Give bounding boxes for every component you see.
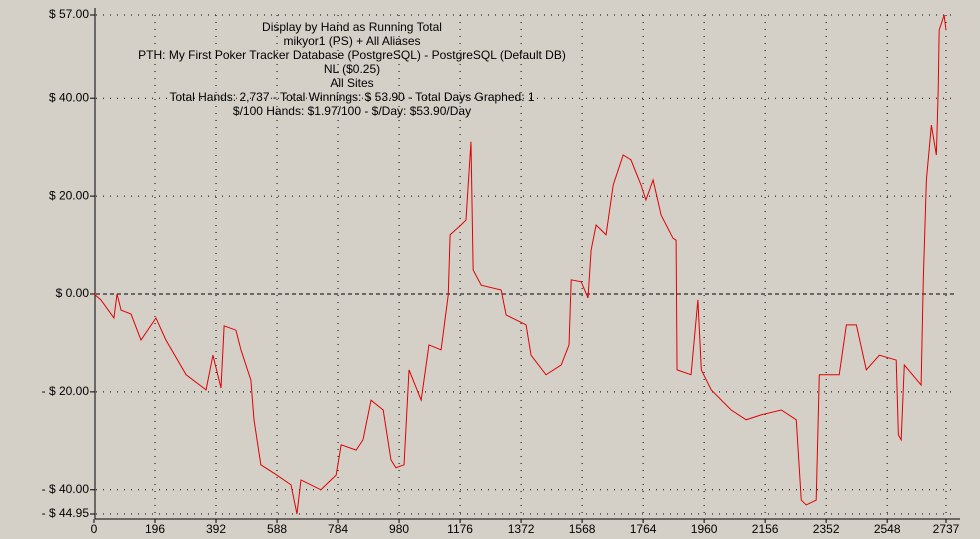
x-tick-label: 1960 bbox=[691, 522, 718, 536]
x-tick-label: 980 bbox=[389, 522, 409, 536]
title-line: PTH: My First Poker Tracker Database (Po… bbox=[138, 48, 566, 62]
x-tick-label: 1176 bbox=[447, 522, 473, 536]
y-tick-label: $ 40.00 bbox=[49, 90, 89, 104]
x-tick-label: 1764 bbox=[630, 522, 657, 536]
title-line: Display by Hand as Running Total bbox=[262, 20, 442, 34]
y-tick-label: - $ 20.00 bbox=[42, 384, 90, 398]
x-tick-label: 784 bbox=[328, 522, 348, 536]
y-tick-label: $ 0.00 bbox=[56, 286, 90, 300]
x-tick-label: 392 bbox=[206, 522, 226, 536]
x-tick-label: 588 bbox=[267, 522, 287, 536]
x-tick-label: 2737 bbox=[933, 522, 960, 536]
title-line: $/100 Hands: $1.97/100 - $/Day: $53.90/D… bbox=[233, 104, 471, 118]
x-tick-label: 0 bbox=[91, 522, 98, 536]
x-tick-label: 1568 bbox=[569, 522, 596, 536]
title-line: NL ($0.25) bbox=[324, 62, 380, 76]
y-tick-label: $ 57.00 bbox=[49, 7, 89, 21]
x-tick-label: 2548 bbox=[874, 522, 901, 536]
y-tick-label: - $ 44.95 bbox=[42, 506, 90, 520]
x-tick-label: 196 bbox=[145, 522, 165, 536]
title-line: All Sites bbox=[330, 76, 373, 90]
running-total-line bbox=[93, 14, 947, 515]
x-tick-label: 2352 bbox=[813, 522, 840, 536]
y-tick-label: - $ 40.00 bbox=[42, 482, 90, 496]
title-line: Total Hands: 2,737 - Total Winnings: $ 5… bbox=[169, 90, 534, 104]
x-tick-label: 1372 bbox=[508, 522, 535, 536]
title-line: mikyor1 (PS) + All Aliases bbox=[283, 34, 420, 48]
y-tick-label: $ 20.00 bbox=[49, 188, 89, 202]
x-tick-label: 2156 bbox=[752, 522, 779, 536]
